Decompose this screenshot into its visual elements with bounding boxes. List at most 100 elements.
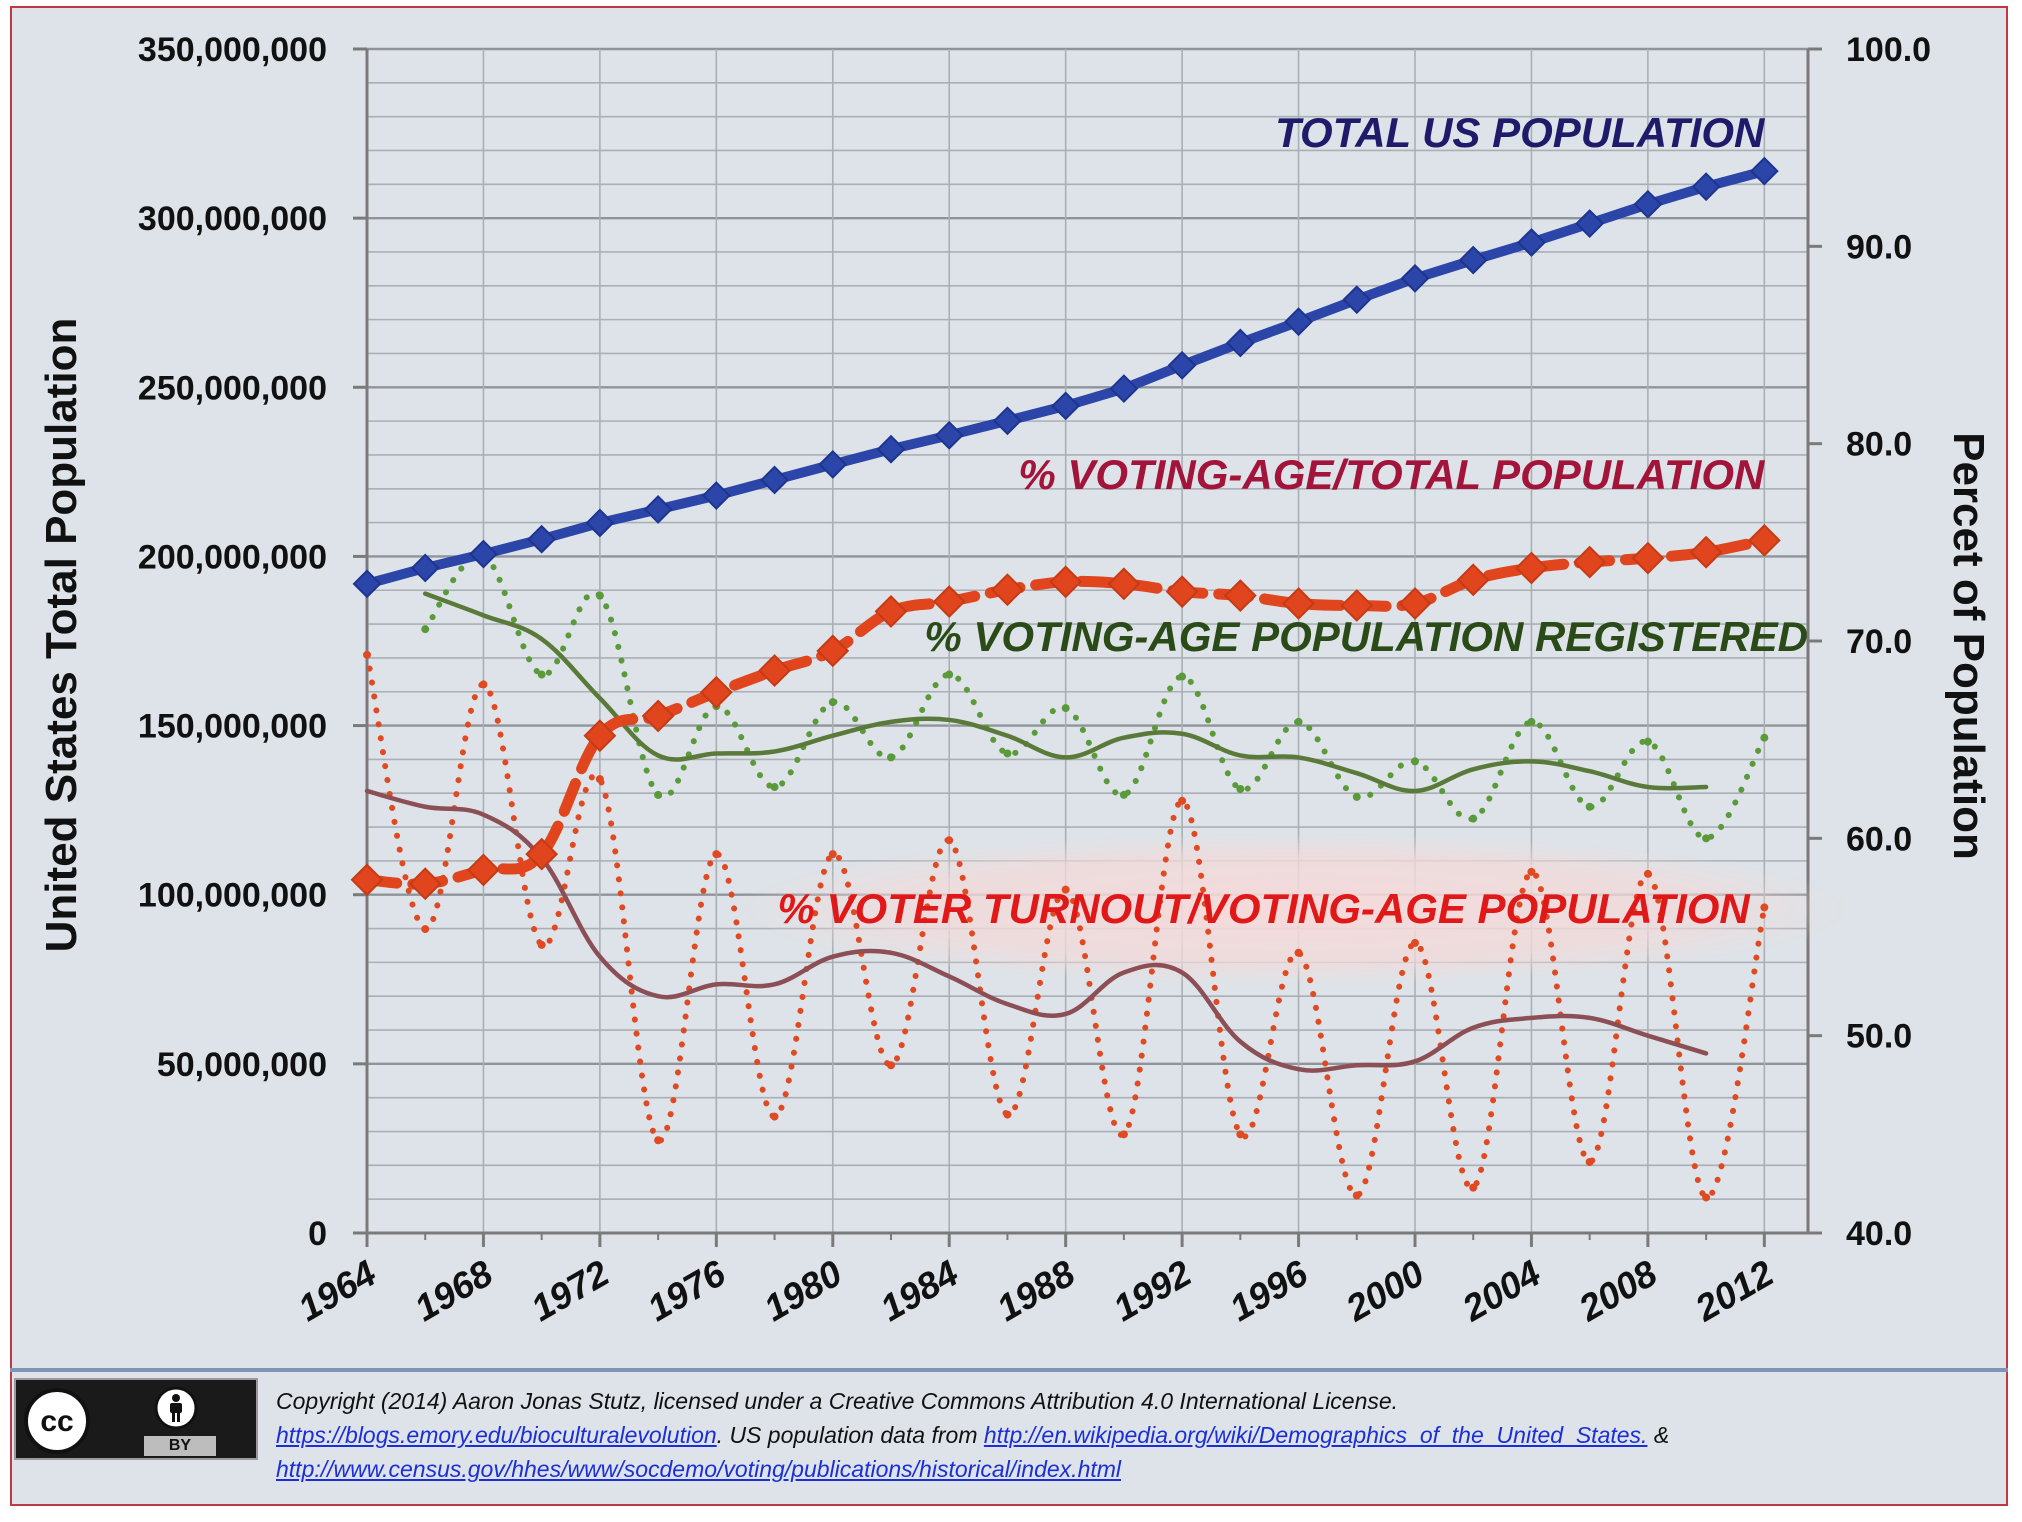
data-point	[1003, 749, 1012, 758]
chart: TOTAL US POPULATION % VOTING-AGE/TOTAL PO…	[37, 31, 1993, 1330]
series-labels: TOTAL US POPULATION % VOTING-AGE/TOTAL PO…	[778, 109, 1808, 932]
y-right-tick-label: 40.0	[1846, 1215, 1912, 1253]
data-point	[1527, 717, 1536, 726]
x-tick-label: 2012	[1688, 1252, 1781, 1329]
data-point	[1585, 802, 1594, 811]
y-right-tick-label: 70.0	[1846, 623, 1912, 661]
data-point	[595, 775, 604, 784]
data-point	[874, 594, 908, 628]
data-point	[1107, 567, 1141, 601]
data-point	[1284, 307, 1313, 337]
data-point	[643, 494, 673, 524]
data-point	[1702, 834, 1711, 843]
data-point	[1178, 796, 1187, 805]
census-link[interactable]: http://www.census.gov/hhes/www/socdemo/v…	[276, 1456, 1122, 1482]
data-point	[641, 699, 675, 733]
data-point	[1294, 717, 1303, 726]
y-left-tick-label: 150,000,000	[138, 708, 327, 746]
data-point	[760, 465, 789, 495]
data-point	[758, 654, 791, 688]
data-point	[469, 539, 498, 569]
blog-link[interactable]: https://blogs.emory.edu/bioculturalevolu…	[276, 1422, 717, 1448]
data-point	[1633, 189, 1663, 219]
data-point	[828, 850, 837, 859]
data-point	[1469, 814, 1478, 823]
data-point	[350, 863, 384, 897]
data-point	[701, 481, 731, 510]
data-point	[537, 940, 546, 949]
data-point	[1294, 948, 1303, 957]
y-left-tick-label: 50,000,000	[157, 1046, 327, 1084]
wikipedia-link[interactable]: http://en.wikipedia.org/wiki/Demographic…	[983, 1422, 1648, 1448]
axes	[353, 47, 1822, 1247]
data-point	[1458, 245, 1488, 275]
y-right-tick-label: 90.0	[1846, 228, 1912, 266]
data-point	[1760, 733, 1769, 742]
data-point	[1749, 156, 1779, 186]
data-point	[363, 650, 371, 659]
data-point	[1178, 672, 1187, 681]
data-point	[699, 675, 733, 709]
label-total-population: TOTAL US POPULATION	[1275, 109, 1766, 156]
y-axis-right-title: Percet of Population	[1944, 432, 1993, 860]
data-point	[1352, 792, 1361, 801]
series	[350, 156, 1781, 1202]
data-point	[1003, 1110, 1012, 1119]
label-turnout: % VOTER TURNOUT/VOTING-AGE POPULATION	[778, 885, 1752, 932]
data-point	[816, 634, 850, 668]
data-point	[712, 850, 721, 859]
data-point	[1760, 903, 1769, 912]
data-point	[1573, 545, 1607, 579]
data-point	[467, 853, 500, 887]
y-left-tick-label: 100,000,000	[138, 877, 327, 915]
series-5	[364, 788, 1709, 1073]
x-tick-label: 1992	[1106, 1252, 1198, 1329]
x-tick-label: 2004	[1455, 1252, 1548, 1329]
y-left-tick-label: 250,000,000	[138, 369, 327, 407]
series-line	[422, 552, 1768, 842]
data-point	[1236, 785, 1245, 793]
label-voting-age-total: % VOTING-AGE/TOTAL POPULATION	[1018, 451, 1766, 498]
data-point	[1340, 589, 1374, 622]
data-point	[1236, 1130, 1245, 1139]
data-point	[876, 434, 906, 464]
data-point	[527, 524, 557, 554]
data-point	[1691, 172, 1721, 202]
data-point	[1398, 587, 1432, 620]
x-tick-label: 1984	[873, 1252, 965, 1329]
x-tick-label: 2000	[1338, 1252, 1431, 1329]
by-label: BY	[144, 1436, 216, 1456]
series-line	[364, 788, 1709, 1073]
label-highlight	[734, 833, 1855, 986]
data-point	[1747, 523, 1781, 557]
x-tick-label: 1972	[524, 1252, 616, 1329]
x-tick-label: 1980	[757, 1252, 849, 1329]
data-point	[1061, 885, 1070, 894]
label-registered: % VOTING-AGE POPULATION REGISTERED	[924, 613, 1808, 660]
data-point	[421, 925, 430, 934]
series-0	[352, 156, 1779, 599]
data-point	[1061, 704, 1070, 713]
data-point	[887, 753, 895, 762]
data-point	[770, 783, 779, 792]
data-point	[934, 420, 964, 450]
data-point	[1342, 285, 1372, 315]
data-point	[1702, 1193, 1711, 1202]
data-point	[1109, 374, 1139, 404]
copyright-line: Copyright (2014) Aaron Jonas Stutz, lice…	[276, 1388, 1399, 1414]
data-point	[410, 553, 440, 583]
data-point	[1689, 535, 1723, 569]
data-point	[1352, 1191, 1361, 1200]
y-left-tick-label: 300,000,000	[138, 200, 327, 238]
cc-by-badge[interactable]: cc BY	[14, 1378, 258, 1460]
x-tick-label: 1988	[990, 1252, 1082, 1329]
data-point	[1517, 228, 1546, 257]
data-point	[654, 790, 663, 799]
footer-divider	[10, 1368, 2008, 1372]
data-point	[1575, 209, 1605, 238]
data-point	[1643, 737, 1652, 746]
series-4	[363, 650, 1769, 1202]
tick-labels: 0 50,000,000 100,000,000 150,000,000 200,000…	[138, 31, 1931, 1330]
data-point	[1643, 869, 1652, 878]
x-tick-label: 1976	[641, 1252, 733, 1329]
